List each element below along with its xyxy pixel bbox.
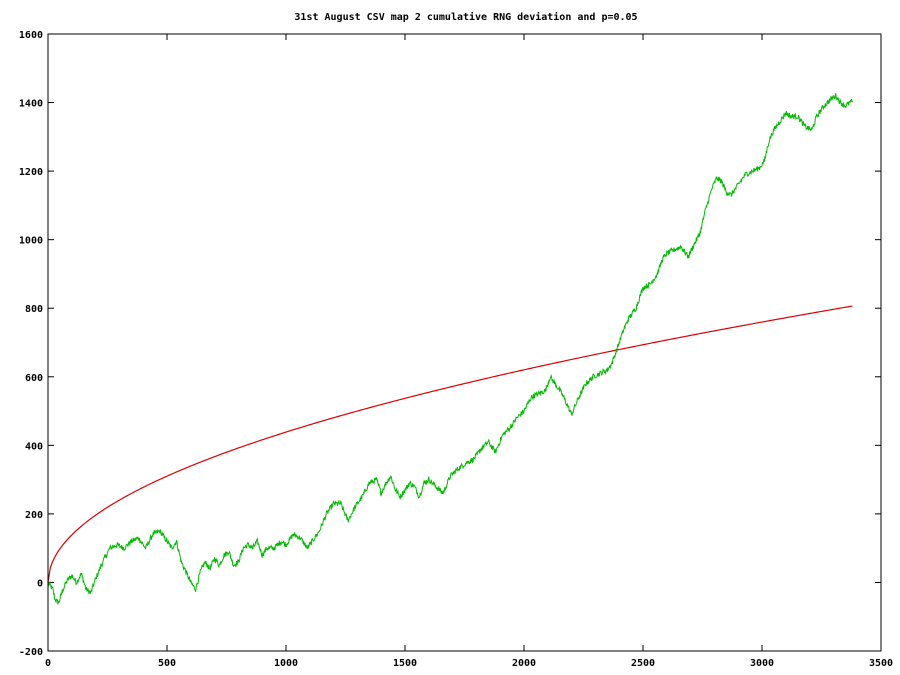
y-tick-label: 1200 xyxy=(19,167,43,178)
deviation-line xyxy=(47,93,853,605)
x-tick-label: 0 xyxy=(45,658,51,669)
y-tick-label: 1400 xyxy=(19,99,43,110)
x-tick-label: 500 xyxy=(158,658,176,669)
x-tick-label: 3000 xyxy=(750,658,774,669)
x-tick-label: 2500 xyxy=(631,658,655,669)
plot-frame xyxy=(47,33,882,652)
y-tick-label: 600 xyxy=(25,373,43,384)
threshold-line xyxy=(47,305,853,583)
series-layer xyxy=(47,93,853,605)
y-tick-label: 200 xyxy=(25,510,43,521)
axis-layer: 0 500 1000 1500 2000 2500 3000 3500-20002004006… xyxy=(19,30,893,669)
x-tick-label: 2000 xyxy=(512,658,536,669)
y-tick-label: 400 xyxy=(25,441,43,452)
y-tick-label: -200 xyxy=(19,647,43,658)
y-tick-label: 800 xyxy=(25,304,43,315)
y-tick-label: 0 xyxy=(37,578,43,589)
x-tick-label: 1500 xyxy=(393,658,417,669)
y-tick-label: 1600 xyxy=(19,30,43,41)
x-tick-label: 3500 xyxy=(869,658,893,669)
chart-title: 31st August CSV map 2 cumulative RNG dev… xyxy=(294,11,637,23)
x-tick-label: 1000 xyxy=(274,658,298,669)
y-tick-label: 1000 xyxy=(19,236,43,247)
